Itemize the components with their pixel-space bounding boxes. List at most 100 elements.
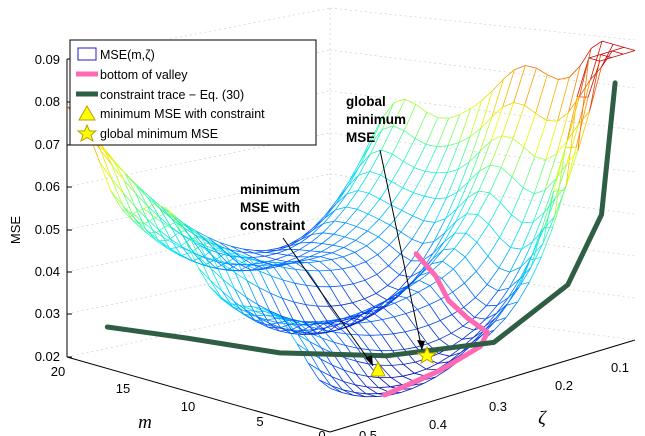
mesh-line bbox=[365, 393, 377, 397]
mesh-line bbox=[122, 192, 136, 207]
mesh-line bbox=[457, 136, 471, 170]
mesh-line bbox=[534, 156, 546, 161]
mesh-line bbox=[343, 247, 356, 253]
mesh-line bbox=[111, 178, 124, 194]
mesh-line bbox=[213, 248, 226, 254]
mesh-line bbox=[292, 319, 305, 333]
mesh-line bbox=[134, 206, 148, 219]
mesh-line bbox=[392, 349, 405, 351]
mesh-line bbox=[423, 220, 435, 223]
mesh-line bbox=[389, 231, 402, 246]
mesh-line bbox=[414, 138, 427, 145]
mesh-line bbox=[522, 187, 535, 195]
mesh-line bbox=[123, 180, 136, 207]
mesh-line bbox=[277, 248, 289, 251]
mesh-line bbox=[565, 96, 578, 148]
mesh-line bbox=[343, 381, 356, 386]
mesh-line bbox=[339, 324, 351, 330]
mesh-line bbox=[447, 169, 459, 173]
mesh-line bbox=[521, 241, 533, 250]
mesh-line bbox=[475, 256, 489, 272]
mesh-line bbox=[353, 266, 366, 281]
mesh-line bbox=[318, 379, 331, 386]
svg-text:global: global bbox=[346, 94, 386, 109]
mesh-line bbox=[296, 261, 308, 263]
z-tick-label: 0.09 bbox=[35, 52, 60, 67]
mesh-line bbox=[455, 213, 468, 222]
mesh-line bbox=[479, 116, 493, 152]
mesh-line bbox=[376, 265, 389, 275]
mesh-line bbox=[421, 241, 435, 262]
mesh-line bbox=[553, 189, 565, 192]
mesh-line bbox=[289, 319, 301, 322]
mesh-line bbox=[410, 270, 422, 278]
zeta-tick-label: 0.5 bbox=[359, 428, 377, 436]
mesh-line bbox=[278, 319, 290, 324]
mesh-line bbox=[157, 239, 169, 250]
mesh-line bbox=[359, 136, 373, 162]
mesh-line bbox=[333, 341, 346, 346]
mesh-line bbox=[499, 214, 512, 238]
mesh-line bbox=[315, 332, 327, 334]
mesh-line bbox=[402, 167, 415, 189]
mesh-line bbox=[375, 293, 388, 301]
mesh-line bbox=[354, 252, 367, 263]
mesh-line bbox=[467, 151, 481, 183]
mesh-line bbox=[578, 110, 590, 125]
mesh-line bbox=[533, 159, 547, 194]
mesh-line bbox=[428, 320, 441, 326]
mesh-line bbox=[356, 360, 369, 365]
constrained-minimum-marker bbox=[370, 360, 386, 377]
mesh-line bbox=[294, 282, 307, 286]
mesh-line bbox=[354, 392, 366, 398]
mesh-line bbox=[318, 270, 331, 272]
mesh-line bbox=[467, 170, 480, 199]
mesh-line bbox=[122, 193, 135, 219]
mesh-line bbox=[510, 222, 523, 248]
mesh-line bbox=[289, 324, 302, 326]
mesh-line bbox=[423, 376, 436, 384]
mesh-line bbox=[254, 250, 266, 253]
mesh-line bbox=[358, 322, 371, 336]
mesh-line bbox=[258, 287, 271, 312]
mesh-line bbox=[100, 149, 113, 167]
mesh-line bbox=[343, 369, 356, 375]
mesh-line bbox=[267, 322, 279, 326]
mesh-line bbox=[334, 331, 347, 335]
mesh-line bbox=[233, 300, 246, 316]
mesh-line bbox=[353, 394, 366, 398]
mesh-line bbox=[237, 255, 249, 259]
mesh-line bbox=[475, 297, 487, 307]
mesh-line bbox=[357, 347, 370, 351]
mesh-line bbox=[519, 267, 532, 279]
mesh-line bbox=[388, 253, 401, 267]
zeta-tick-label: 0.1 bbox=[611, 360, 629, 375]
mesh-line bbox=[310, 333, 322, 349]
mesh-line bbox=[227, 263, 239, 271]
mesh-line bbox=[193, 252, 206, 259]
mesh-line bbox=[489, 167, 502, 193]
mesh-line bbox=[523, 146, 536, 157]
z-axis-label: MSE bbox=[8, 216, 23, 245]
mesh-line bbox=[320, 358, 332, 377]
mesh-line bbox=[575, 97, 589, 148]
z-tick-label: 0.05 bbox=[35, 222, 60, 237]
mesh-line bbox=[308, 259, 320, 262]
mesh-line bbox=[522, 221, 534, 224]
mesh-line bbox=[303, 329, 315, 335]
mesh-line bbox=[458, 136, 471, 144]
mesh-line bbox=[435, 369, 448, 378]
mesh-line bbox=[469, 127, 482, 138]
mesh-line bbox=[324, 203, 337, 216]
mesh-line bbox=[321, 244, 334, 253]
mesh-line bbox=[167, 232, 180, 241]
mesh-line bbox=[147, 197, 160, 218]
mesh-line bbox=[392, 130, 405, 155]
mesh-line bbox=[533, 189, 546, 195]
mesh-line bbox=[281, 298, 294, 320]
mesh-line bbox=[344, 236, 356, 241]
mesh-line bbox=[411, 220, 425, 240]
curves-layer bbox=[104, 80, 618, 398]
mesh-line bbox=[413, 171, 426, 193]
